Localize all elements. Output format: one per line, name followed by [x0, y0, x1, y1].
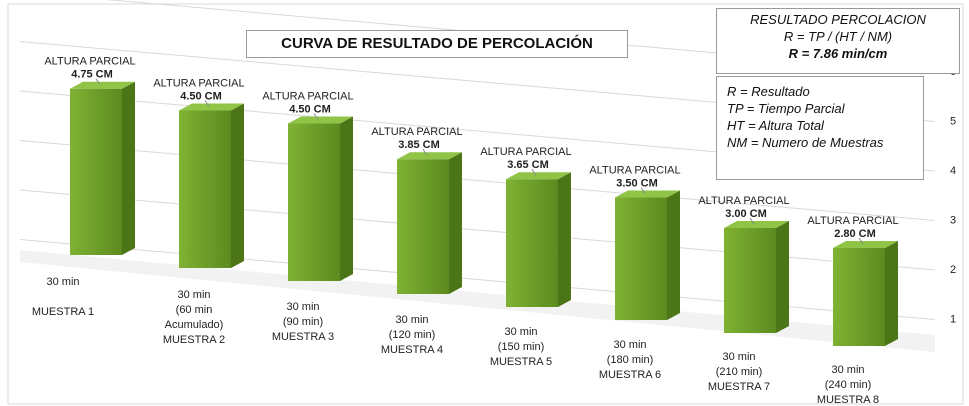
value-label: 4.50 CM — [289, 103, 331, 115]
value-label: 2.80 CM — [834, 228, 876, 240]
leader-line — [858, 237, 864, 245]
x-tick-label: 30 min MUESTRA 1 — [31, 276, 95, 318]
bar-top — [833, 241, 898, 249]
x-tick-label: 30 min (60 min Acumulado) MUESTRA 2 — [162, 288, 226, 346]
title-box: CURVA DE RESULTADO DE PERCOLACIÓN — [246, 30, 628, 58]
bar-top — [724, 221, 789, 229]
bar — [506, 179, 558, 307]
legend-line: R = Resultado — [727, 84, 810, 99]
annotation: ALTURA PARCIAL — [262, 90, 353, 102]
bar — [179, 110, 231, 268]
bar — [833, 248, 885, 346]
bar-side — [667, 190, 680, 320]
grid-line — [19, 189, 936, 271]
annotation: ALTURA PARCIAL — [589, 164, 680, 176]
leader-line — [95, 78, 101, 86]
value-label: 3.50 CM — [616, 177, 658, 189]
y-tick-label: 3 — [950, 214, 956, 226]
y-tick-label: 2 — [950, 264, 956, 276]
value-label: 4.75 CM — [71, 69, 113, 81]
y-tick-label: 1 — [950, 313, 956, 325]
y-tick-label: 5 — [950, 115, 956, 127]
bar-top — [288, 116, 353, 124]
formula-result: R = 7.86 min/cm — [788, 46, 888, 61]
annotation: ALTURA PARCIAL — [153, 77, 244, 89]
annotation: ALTURA PARCIAL — [480, 146, 571, 158]
annotation: ALTURA PARCIAL — [44, 56, 135, 68]
bar-side — [122, 81, 135, 255]
leader-line — [204, 100, 210, 107]
annotation: ALTURA PARCIAL — [807, 215, 898, 227]
bar-top — [179, 103, 244, 111]
bar — [724, 228, 776, 333]
bar-side — [558, 172, 571, 307]
leader-line — [531, 168, 537, 176]
legend-line: HT = Altura Total — [727, 118, 824, 133]
x-tick-label: 30 min (210 min) MUESTRA 7 — [707, 351, 771, 393]
bar — [397, 159, 449, 294]
chart-border — [7, 3, 964, 405]
bar-side — [340, 116, 353, 281]
leader-line — [422, 148, 428, 156]
x-tick-label: 30 min (180 min) MUESTRA 6 — [598, 338, 662, 381]
annotation: ALTURA PARCIAL — [698, 195, 789, 207]
annotation: ALTURA PARCIAL — [371, 126, 462, 138]
legend-line: TP = Tiempo Parcial — [727, 101, 845, 116]
floor — [20, 250, 935, 352]
bar-side — [776, 221, 789, 333]
x-tick-label: 30 min (150 min) MUESTRA 5 — [489, 326, 553, 368]
x-tick-label: 30 min (120 min) MUESTRA 4 — [380, 313, 444, 356]
y-tick-label: 4 — [950, 165, 956, 177]
leader-line — [640, 187, 646, 194]
bar-side — [449, 152, 462, 294]
x-tick-label: 30 min (90 min) MUESTRA 3 — [271, 301, 335, 343]
value-label: 3.65 CM — [507, 159, 549, 171]
value-label: 4.50 CM — [180, 90, 222, 102]
formula-line: RESULTADO PERCOLACION — [750, 12, 926, 27]
formula-line: R = TP / (HT / NM) — [783, 29, 893, 44]
value-label: 3.00 CM — [725, 208, 767, 220]
leader-line — [313, 113, 319, 120]
bar-side — [885, 241, 898, 346]
bar-top — [615, 190, 680, 198]
bar-top — [506, 172, 571, 180]
grid-line — [19, 140, 936, 221]
bar-top — [70, 81, 135, 89]
chart-title: CURVA DE RESULTADO DE PERCOLACIÓN — [281, 35, 593, 52]
bar-top — [397, 152, 462, 160]
formula-box: RESULTADO PERCOLACION R = TP / (HT / NM)… — [716, 8, 960, 74]
x-tick-label: 30 min (240 min) MUESTRA 8 — [816, 363, 880, 406]
leader-line — [749, 217, 755, 225]
bar — [288, 123, 340, 281]
bar — [615, 197, 667, 320]
bar — [70, 88, 122, 255]
legend-line: NM = Numero de Muestras — [727, 135, 884, 150]
value-label: 3.85 CM — [398, 139, 440, 151]
bar-side — [231, 103, 244, 268]
legend-box: R = Resultado TP = Tiempo Parcial HT = A… — [716, 76, 924, 180]
